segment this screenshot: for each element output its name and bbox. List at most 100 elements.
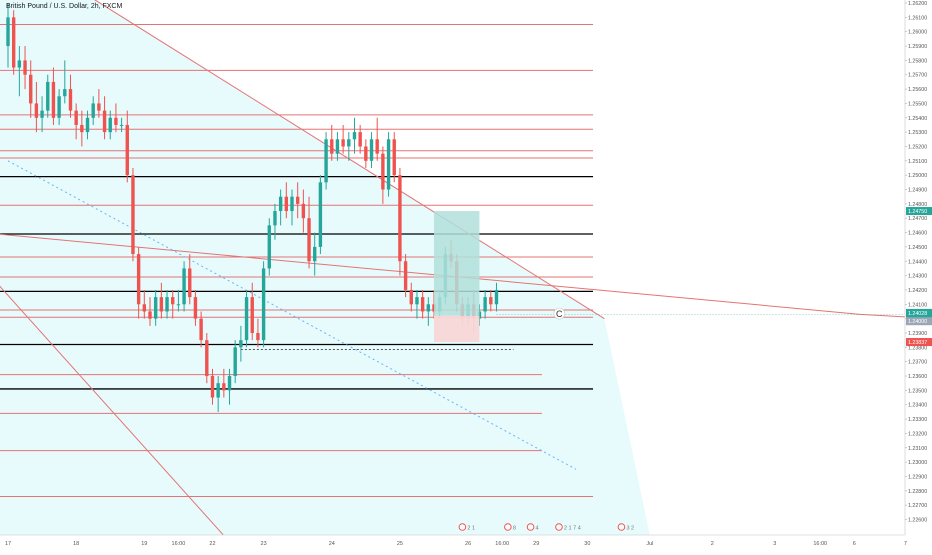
candle-body [193, 297, 198, 319]
x-tick-label: 22 [209, 541, 215, 547]
candle-body [335, 139, 340, 154]
event-icon: 2 1 [458, 523, 475, 532]
event-dot [458, 523, 467, 531]
x-tick-label: 18 [73, 541, 79, 547]
event-counts: 8 [513, 526, 516, 532]
candle-body [11, 17, 16, 68]
candle-body [324, 139, 328, 183]
event-icon: 4 [526, 523, 539, 532]
candle-body [290, 196, 294, 212]
time-axis-bg [0, 535, 932, 550]
candle-body [205, 340, 209, 377]
target-price-badge-bg [906, 207, 932, 216]
y-tick-label: 1.25300 [908, 130, 927, 136]
candle-body [489, 297, 493, 305]
candle-body [420, 297, 425, 312]
x-tick-label: 23 [261, 541, 267, 547]
candle-body [352, 132, 357, 140]
candle-body [369, 139, 374, 161]
candle-body [341, 139, 345, 147]
trendline [0, 285, 236, 549]
candle-body [46, 81, 50, 111]
current-price-badge-text: 1.24028 [908, 311, 927, 317]
candle-body [108, 117, 112, 133]
entry-price-badge-text: 1.24000 [908, 319, 927, 325]
y-tick-label: 1.23000 [908, 460, 927, 466]
stop-price-badge: 1.23837 [906, 338, 932, 347]
candle-body [63, 89, 67, 97]
candle-body [114, 117, 118, 125]
candle-body [267, 225, 271, 269]
event-counts: 3 2 [626, 526, 634, 532]
marker-label: C [556, 309, 563, 319]
x-tick-label: Jul [646, 541, 653, 547]
y-tick-label: 1.22800 [908, 489, 927, 495]
candle-body [222, 383, 226, 391]
candle-body [182, 268, 186, 305]
candle-body [68, 89, 73, 111]
event-dot [526, 523, 535, 531]
candle-body [403, 261, 408, 290]
candle-body [358, 132, 362, 147]
candle-body [125, 124, 129, 176]
candle-body [51, 81, 56, 118]
event-dot [555, 523, 563, 531]
target-price-badge-text: 1.24750 [908, 209, 927, 215]
x-tick-label: 26 [465, 541, 471, 547]
y-tick-label: 1.25900 [908, 44, 927, 50]
trendline [94, 0, 605, 320]
y-tick-label: 1.25400 [908, 116, 927, 122]
candle-body [398, 175, 402, 262]
event-icon: 3 2 [617, 523, 634, 532]
y-tick-label: 1.25100 [908, 159, 927, 165]
candle-body [415, 297, 419, 305]
candle-body [91, 103, 95, 118]
loss-zone [434, 315, 480, 343]
candle-body [97, 103, 101, 111]
candle-body [284, 196, 289, 212]
candle-body [29, 74, 33, 104]
x-tick-label: 16:00 [813, 541, 827, 547]
candle-body [165, 297, 169, 312]
candle-body [199, 318, 203, 341]
channel-fill [0, 0, 650, 535]
trendline [0, 233, 861, 315]
candle-body [131, 175, 135, 255]
y-tick-label: 1.24100 [908, 302, 927, 308]
event-dot [504, 523, 512, 531]
price-axis-bg [905, 0, 932, 550]
y-tick-label: 1.24700 [908, 216, 927, 222]
y-tick-label: 1.24300 [908, 274, 927, 280]
y-tick-label: 1.23900 [908, 331, 927, 337]
y-tick-label: 1.25000 [908, 173, 927, 179]
candle-body [273, 211, 277, 226]
candle-body [102, 110, 107, 133]
x-tick-label: 3 [773, 541, 776, 547]
event-icon: 2 1 7 4 [555, 523, 581, 532]
x-tick-label: 16:00 [172, 541, 186, 547]
x-tick-label: 25 [397, 541, 403, 547]
stop-price-badge-text: 1.23837 [908, 340, 927, 346]
candle-body [261, 268, 266, 341]
candle-body [494, 289, 499, 305]
entry-price-badge-bg [906, 317, 932, 326]
candle-body [17, 60, 22, 68]
x-tick-label: 2 [711, 541, 714, 547]
y-tick-label: 1.23300 [908, 417, 927, 423]
candle-body [80, 124, 84, 133]
x-tick-label: 7 [904, 541, 907, 547]
event-counts: 2 1 7 4 [564, 526, 581, 532]
candle-body [227, 376, 232, 391]
event-icon: 8 [504, 523, 516, 532]
candle-body [148, 311, 152, 319]
candle-body [307, 218, 311, 262]
y-tick-label: 1.22700 [908, 503, 927, 509]
candle-body [483, 297, 487, 312]
y-tick-label: 1.22900 [908, 474, 927, 480]
y-tick-label: 1.24600 [908, 231, 927, 237]
candle-body [301, 203, 306, 219]
stop-price-badge-bg [906, 338, 932, 347]
candle-body [6, 17, 10, 47]
